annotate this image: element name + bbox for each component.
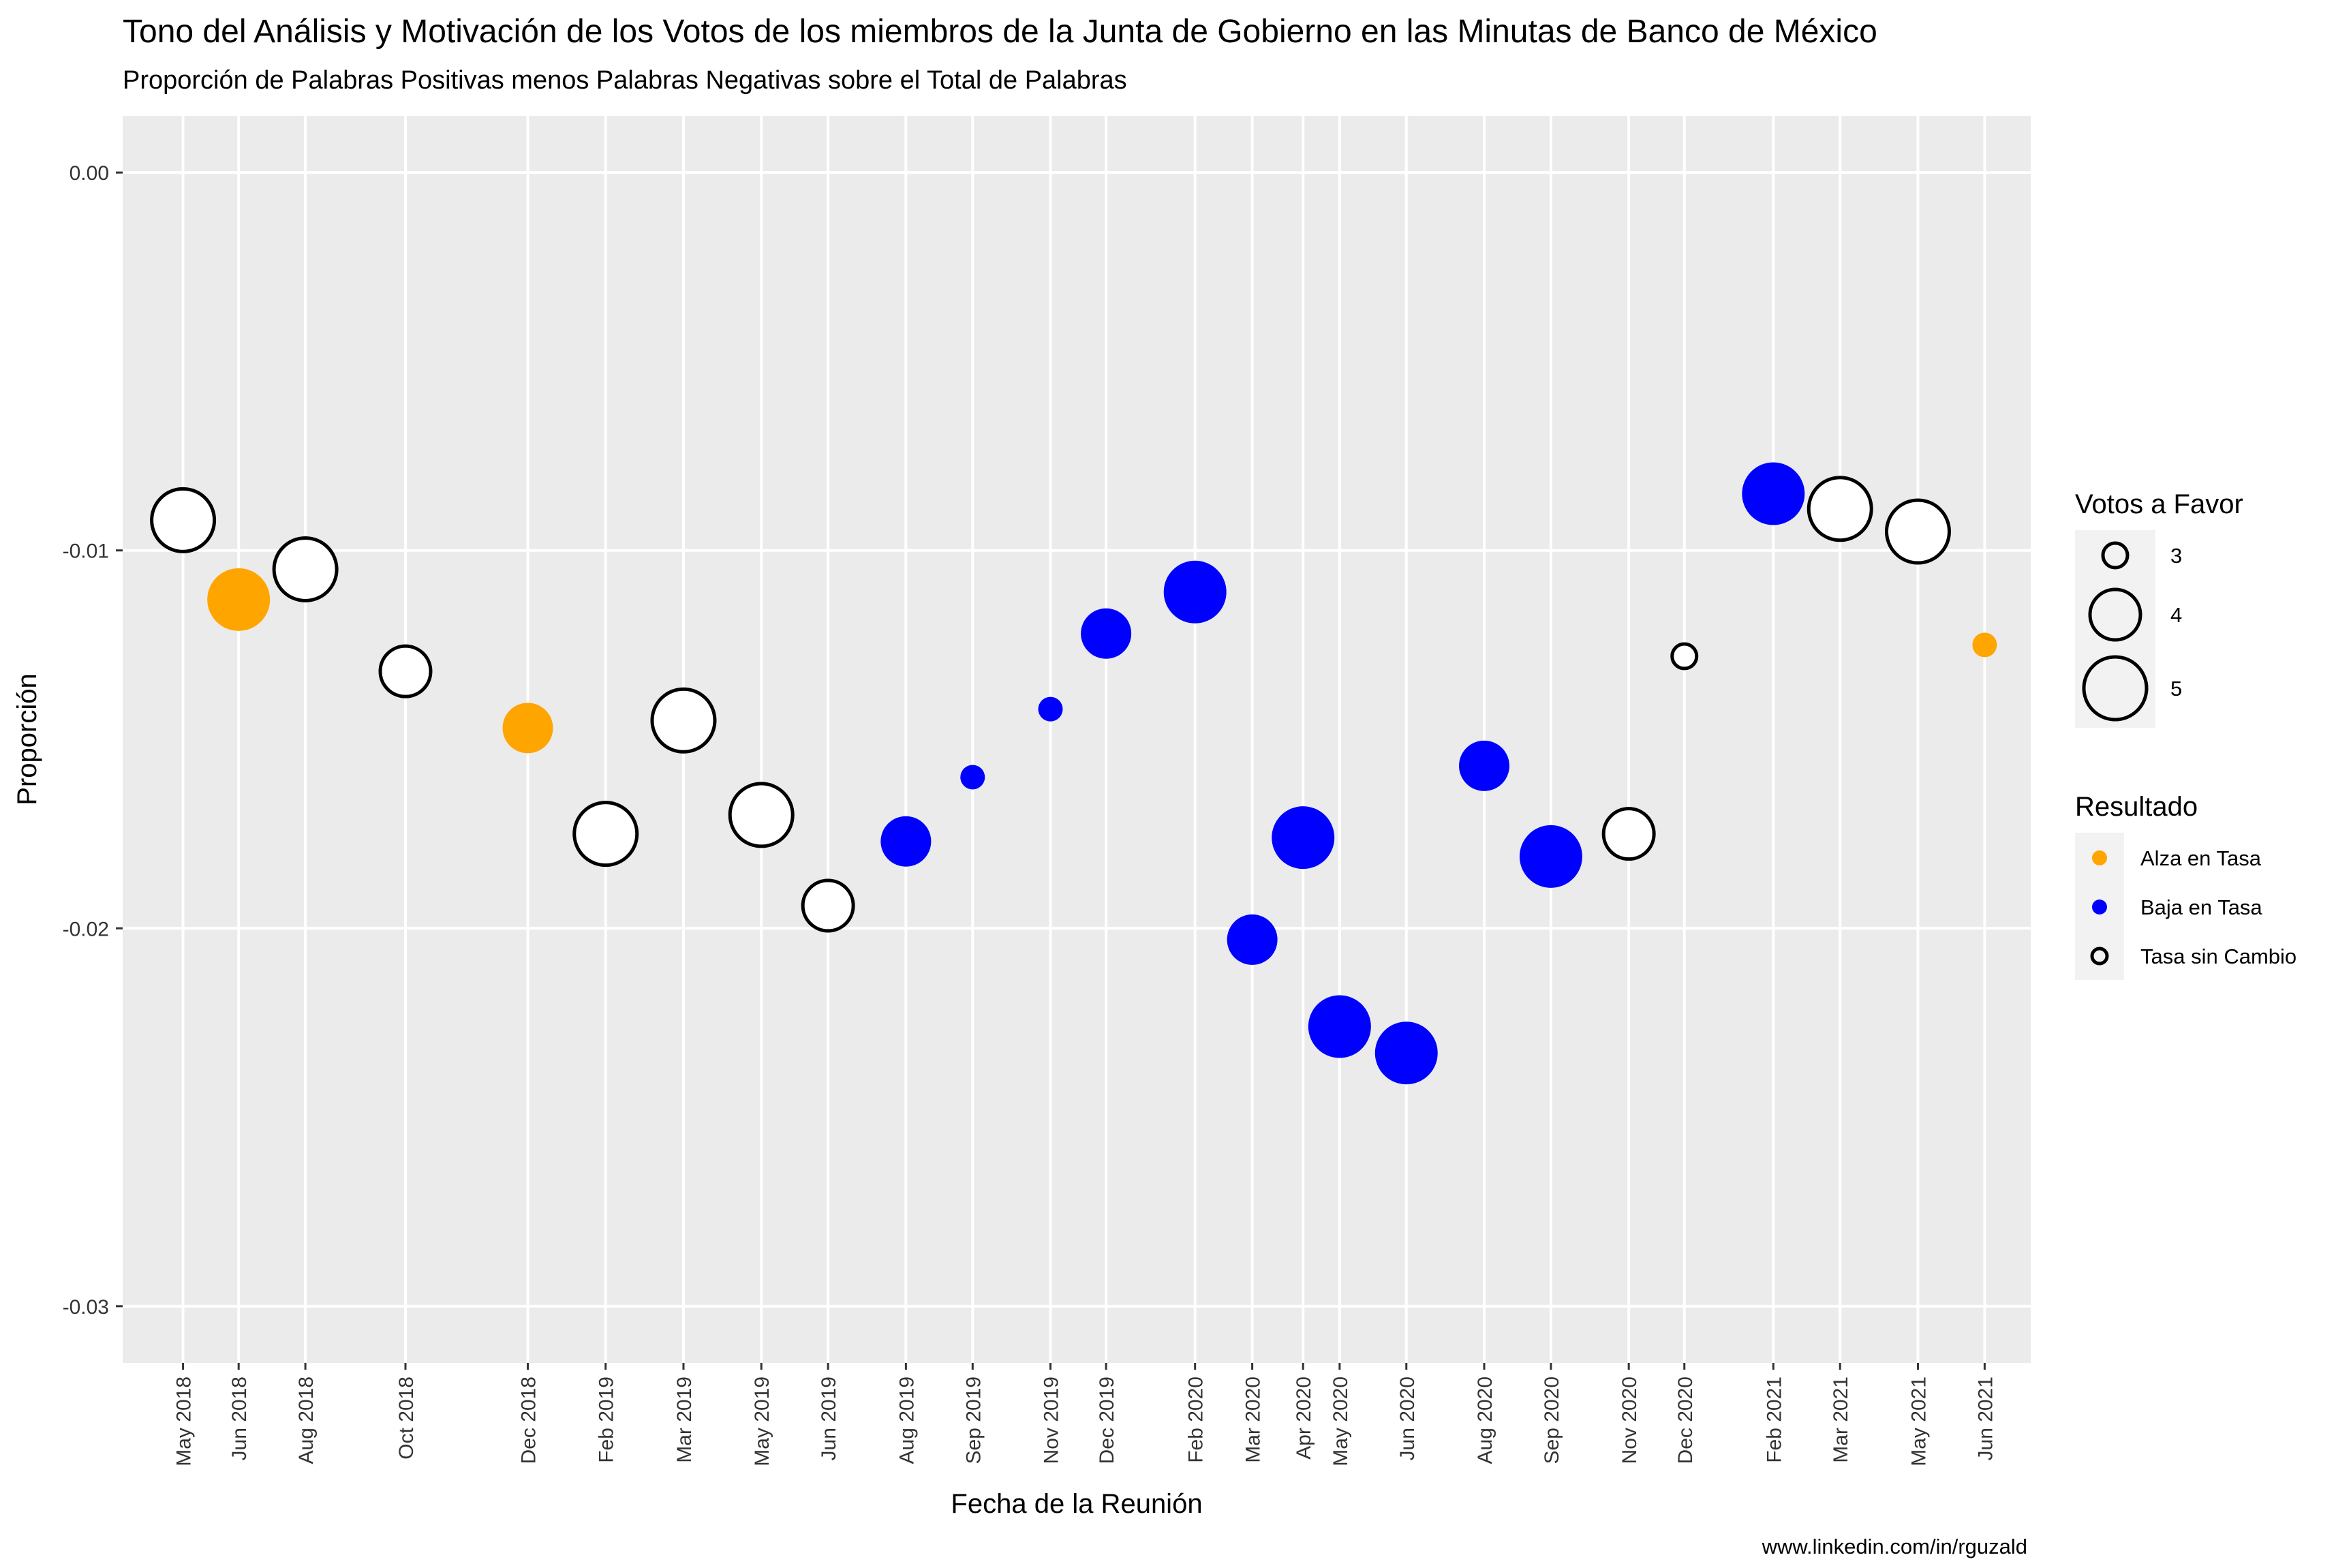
y-tick-label: -0.03 [63,1296,109,1319]
chart-title: Tono del Análisis y Motivación de los Vo… [123,14,1877,50]
chart-subtitle: Proporción de Palabras Positivas menos P… [123,66,1127,95]
x-tick-label: Aug 2018 [295,1377,318,1464]
x-tick-label: Sep 2019 [962,1377,985,1464]
x-tick-label: Mar 2021 [1830,1377,1852,1463]
legend-size-title: Votos a Favor [2075,489,2243,519]
x-tick-label: Oct 2018 [395,1377,418,1460]
y-axis-title: Proporción [12,673,42,805]
x-tick-label: Feb 2021 [1763,1377,1785,1463]
x-axis-title: Fecha de la Reunión [951,1489,1202,1519]
data-point-11 [1038,696,1063,722]
x-tick-label: Jun 2021 [1974,1377,1997,1460]
data-point-0 [150,487,217,553]
data-point-14 [1227,914,1278,965]
x-axis: May 2018 Jun 2018 Aug 2018 Oct 2018 Dec 2018… [173,1363,1997,1466]
data-point-12 [1081,608,1132,659]
data-point-21 [1670,642,1699,671]
x-tick-label: Feb 2019 [596,1377,618,1463]
data-point-1 [207,568,271,631]
y-tick-label: -0.02 [63,918,109,940]
x-tick-label: Sep 2020 [1541,1377,1563,1464]
data-point-19 [1519,825,1582,888]
x-tick-label: May 2019 [751,1377,773,1466]
data-point-24 [1884,498,1951,565]
x-tick-label: Aug 2019 [895,1377,918,1464]
x-tick-label: Jun 2020 [1396,1377,1419,1460]
legend-size-label: 5 [2170,677,2182,701]
data-point-20 [1601,807,1656,861]
x-tick-label: May 2020 [1330,1377,1352,1466]
legend-size-label: 4 [2170,603,2182,627]
data-point-18 [1459,740,1510,791]
x-tick-label: Dec 2019 [1096,1377,1118,1464]
data-point-16 [1308,995,1371,1058]
legend-color-label: Baja en Tasa [2140,895,2262,919]
legend-color: Resultado Alza en Tasa Baja en Tasa Tasa s… [2075,792,2296,980]
data-point-9 [880,816,932,867]
x-tick-label: Jun 2018 [228,1377,251,1460]
data-points [150,462,1997,1085]
x-tick-label: Mar 2019 [673,1377,696,1463]
legend-color-title: Resultado [2075,792,2198,822]
x-tick-label: Dec 2020 [1674,1377,1697,1464]
x-tick-label: Apr 2020 [1293,1377,1315,1460]
legend-color-label: Alza en Tasa [2140,846,2262,870]
legend-size-label: 3 [2170,544,2182,568]
x-tick-label: Jun 2019 [818,1377,840,1460]
data-point-23 [1807,476,1873,542]
chart-caption: www.linkedin.com/in/rguzald [1762,1535,2027,1558]
x-tick-label: Nov 2019 [1041,1377,1063,1464]
x-tick-label: May 2018 [173,1377,196,1466]
data-point-3 [378,644,433,698]
x-tick-label: Dec 2018 [518,1377,540,1464]
data-point-6 [650,687,717,754]
legend-color-key-baja [2092,900,2107,914]
legend-size-key-5 [2082,655,2149,722]
y-tick-label: 0.00 [70,162,109,185]
x-tick-label: Feb 2020 [1185,1377,1208,1463]
data-point-7 [728,782,795,848]
data-point-13 [1163,560,1227,624]
x-tick-label: Mar 2020 [1242,1377,1265,1463]
data-point-2 [272,536,339,602]
legend-color-key-alza [2092,850,2107,865]
data-point-25 [1972,632,1997,658]
legend-color-key-sin_cambio [2090,947,2109,966]
data-point-8 [801,878,855,933]
data-point-22 [1742,462,1805,525]
legend-size-key-4 [2088,587,2142,642]
y-axis: 0.00 -0.01 -0.02 -0.03 [63,162,123,1319]
data-point-17 [1374,1021,1438,1085]
x-tick-label: May 2021 [1907,1377,1930,1466]
y-tick-label: -0.01 [63,540,109,563]
x-tick-label: Nov 2020 [1618,1377,1641,1464]
plot-panel [123,116,2031,1363]
data-point-15 [1272,806,1335,870]
legend-color-label: Tasa sin Cambio [2140,944,2296,968]
data-point-10 [960,765,985,790]
data-point-5 [572,801,639,867]
x-tick-label: Aug 2020 [1474,1377,1496,1464]
legend-size-key-3 [2101,541,2130,570]
data-point-4 [502,703,553,754]
grid [123,116,2031,1363]
legend-size: Votos a Favor 3 4 5 [2075,489,2243,728]
